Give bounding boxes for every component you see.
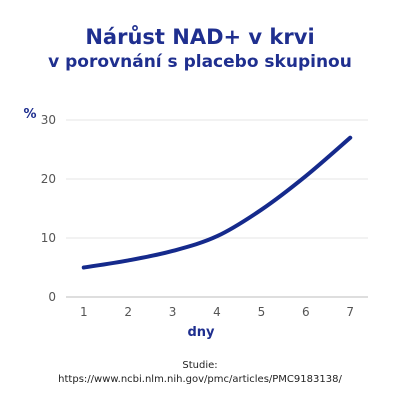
y-tick-label: 20: [41, 172, 56, 186]
source-link[interactable]: https://www.ncbi.nlm.nih.gov/pmc/article…: [58, 374, 342, 385]
y-tick-label: 30: [41, 113, 56, 127]
grid-lines: [66, 119, 368, 298]
y-tick-label: 0: [48, 290, 56, 304]
x-tick-label: 4: [213, 305, 221, 319]
chart-title: Nárůst NAD+ v krvi: [85, 25, 315, 49]
series: [81, 135, 353, 270]
x-tick-label: 1: [80, 305, 88, 319]
y-axis-label: %: [23, 107, 36, 122]
x-tick-label: 3: [169, 305, 177, 319]
x-tick-label: 2: [124, 305, 132, 319]
x-tick-label: 5: [258, 305, 266, 319]
x-tick-label: 6: [302, 305, 310, 319]
series-line: [81, 135, 353, 270]
source-label: Studie:: [182, 360, 218, 371]
x-tick-label: 7: [346, 305, 354, 319]
x-axis-label: dny: [187, 325, 215, 340]
axes: 0 10 20 30 1 2 3 4 5 6 7: [41, 113, 354, 319]
chart-subtitle: v porovnání s placebo skupinou: [48, 52, 352, 72]
y-tick-label: 10: [41, 231, 56, 245]
